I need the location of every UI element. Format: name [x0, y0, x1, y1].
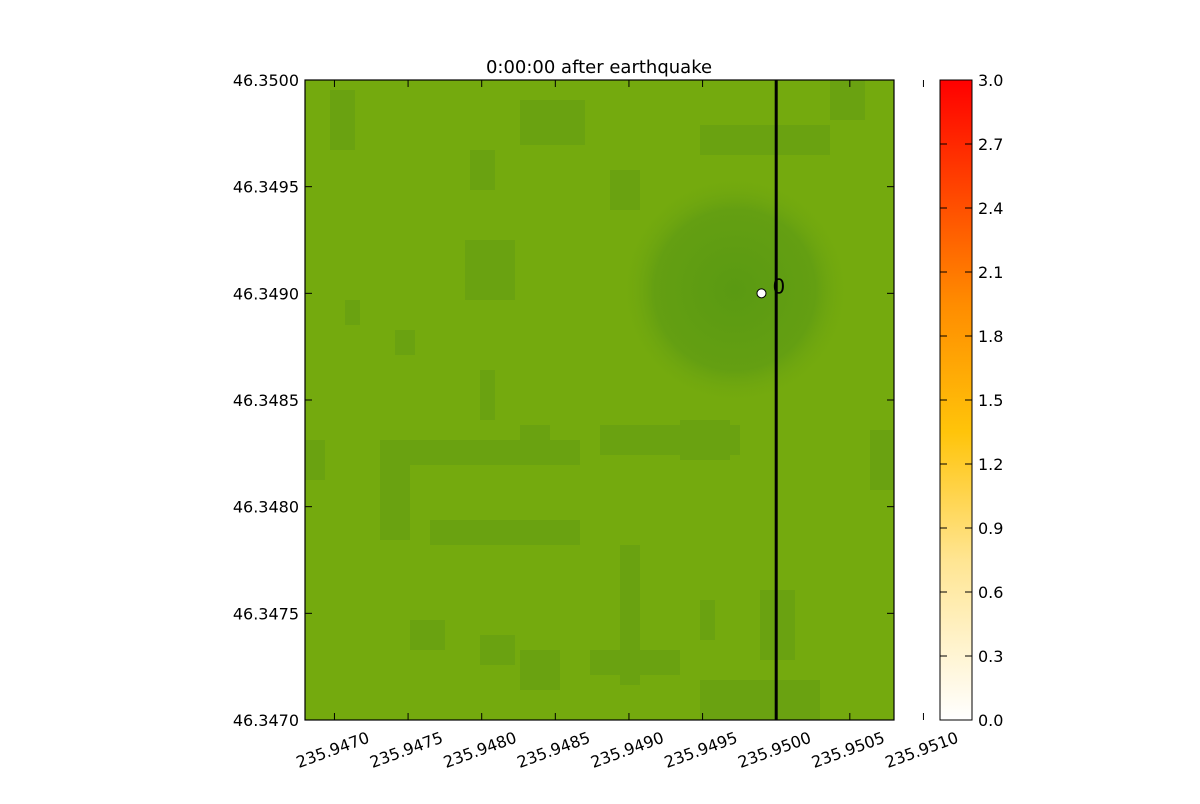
- marker-point: [756, 288, 767, 299]
- colorbar-ticks: 0.0 0.3 0.6 0.9 1.2 1.5 1.8 2.1 2.4 2.7 3.0: [940, 71, 1003, 730]
- colorbar-tick-label: 1.2: [978, 455, 1003, 474]
- y-tick-label: 46.3480: [233, 498, 299, 517]
- y-tick-label: 46.3485: [233, 391, 299, 410]
- x-tick-label: 235.9480: [441, 728, 519, 772]
- x-tick-label: 235.9485: [514, 728, 592, 772]
- colorbar-tick-label: 0.6: [978, 583, 1003, 602]
- y-tick-label: 46.3470: [233, 711, 299, 730]
- y-tick-label: 46.3475: [233, 604, 299, 623]
- y-tick-label: 46.3500: [233, 71, 299, 90]
- x-tick-label: 235.9495: [662, 728, 740, 772]
- x-tick-label: 235.9470: [294, 728, 372, 772]
- colorbar-tick-label: 0.0: [978, 711, 1003, 730]
- marker-label: 0: [772, 274, 785, 298]
- x-tick-label: 235.9505: [809, 728, 887, 772]
- plot-area: [305, 80, 894, 720]
- y-tick-label: 46.3495: [233, 178, 299, 197]
- x-tick-label: 235.9510: [883, 728, 961, 772]
- colorbar-tick-label: 2.1: [978, 263, 1003, 282]
- colorbar-tick-label: 1.8: [978, 327, 1003, 346]
- marker: 0: [756, 274, 785, 299]
- x-tick-label: 235.9490: [588, 728, 666, 772]
- x-tick-label: 235.9500: [735, 728, 813, 772]
- y-axis: 46.3470 46.3475 46.3480 46.3485 46.3490 46.34…: [233, 71, 894, 730]
- colorbar-tick-label: 1.5: [978, 391, 1003, 410]
- colorbar-tick-label: 0.9: [978, 519, 1003, 538]
- chart-title: 0:00:00 after earthquake: [486, 57, 712, 78]
- terrain-background: [305, 80, 894, 720]
- y-tick-label: 46.3490: [233, 284, 299, 303]
- terrain-depression: [620, 175, 850, 405]
- x-tick-label: 235.9475: [367, 728, 445, 772]
- colorbar-tick-label: 0.3: [978, 647, 1003, 666]
- terrain-texture: [305, 80, 894, 720]
- colorbar-tick-label: 2.4: [978, 199, 1003, 218]
- colorbar: 0.0 0.3 0.6 0.9 1.2 1.5 1.8 2.1 2.4 2.7 3.0: [939, 71, 1003, 730]
- colorbar-tick-label: 2.7: [978, 135, 1003, 154]
- colorbar-tick-label: 3.0: [978, 71, 1003, 90]
